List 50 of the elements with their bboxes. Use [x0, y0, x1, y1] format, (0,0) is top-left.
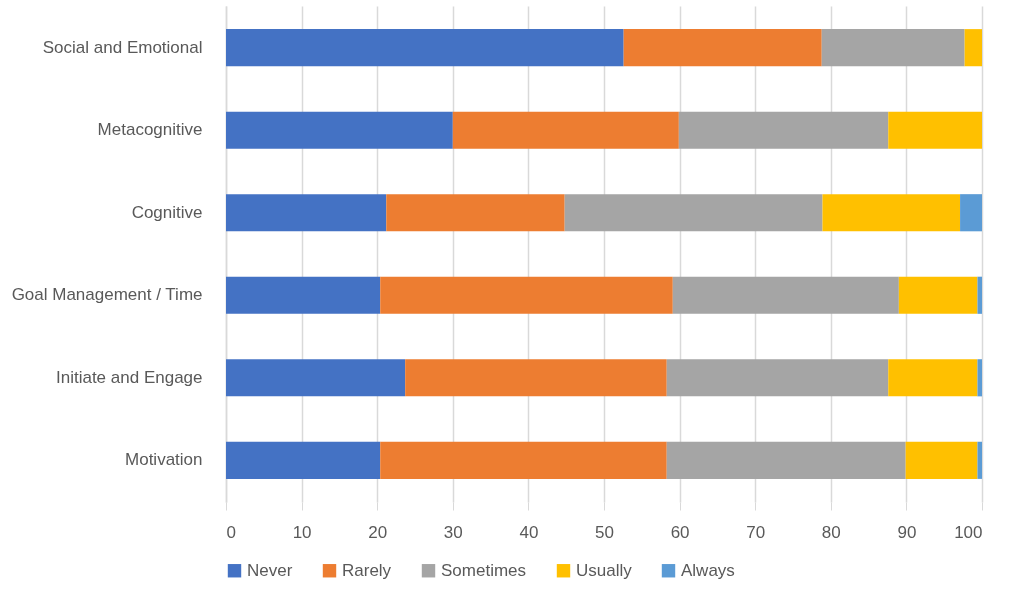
bar	[678, 111, 889, 149]
y-tick-label: Metacognitive	[97, 120, 203, 140]
bar	[821, 29, 965, 67]
y-tick-label: Initiate and Engage	[55, 367, 203, 387]
x-tick-label: 100	[954, 522, 983, 542]
bar	[226, 111, 453, 149]
bar	[888, 359, 978, 397]
legend-label: Rarely	[342, 560, 392, 580]
bar	[452, 111, 679, 149]
x-tick-label: 80	[821, 522, 841, 542]
bar	[977, 359, 982, 397]
legend-label: Never	[247, 560, 293, 580]
bar	[666, 441, 906, 479]
bar	[564, 194, 823, 232]
x-tick-label: 90	[897, 522, 917, 542]
x-tick-label: 40	[519, 522, 539, 542]
y-tick-label: Social and Emotional	[42, 37, 203, 57]
legend-label: Sometimes	[441, 560, 527, 580]
bar	[977, 441, 982, 479]
bar	[386, 194, 565, 232]
bar	[226, 194, 387, 232]
bar	[964, 29, 982, 67]
bar	[888, 111, 982, 149]
x-tick-label: 20	[368, 522, 388, 542]
bar	[226, 276, 381, 314]
legend-label: Usually	[576, 560, 633, 580]
bar	[226, 359, 406, 397]
x-tick-label: 0	[226, 522, 236, 542]
bar	[226, 441, 381, 479]
y-tick-label: Cognitive	[131, 202, 203, 222]
x-tick-label: 60	[670, 522, 690, 542]
bar	[822, 194, 961, 232]
bar	[666, 359, 889, 397]
y-tick-label: Motivation	[125, 450, 203, 470]
bar	[672, 276, 899, 314]
bar	[623, 29, 822, 67]
bar	[977, 276, 982, 314]
legend-label: Always	[681, 560, 735, 580]
bar	[960, 194, 982, 232]
bar	[898, 276, 978, 314]
x-tick-label: 10	[292, 522, 312, 542]
y-tick-label: Goal Management / Time	[11, 285, 203, 305]
x-tick-label: 70	[746, 522, 766, 542]
bar	[905, 441, 978, 479]
bar	[380, 441, 667, 479]
bar	[380, 276, 673, 314]
x-tick-label: 50	[595, 522, 614, 542]
bar	[226, 29, 624, 67]
bar	[405, 359, 667, 397]
x-tick-label: 30	[443, 522, 463, 542]
